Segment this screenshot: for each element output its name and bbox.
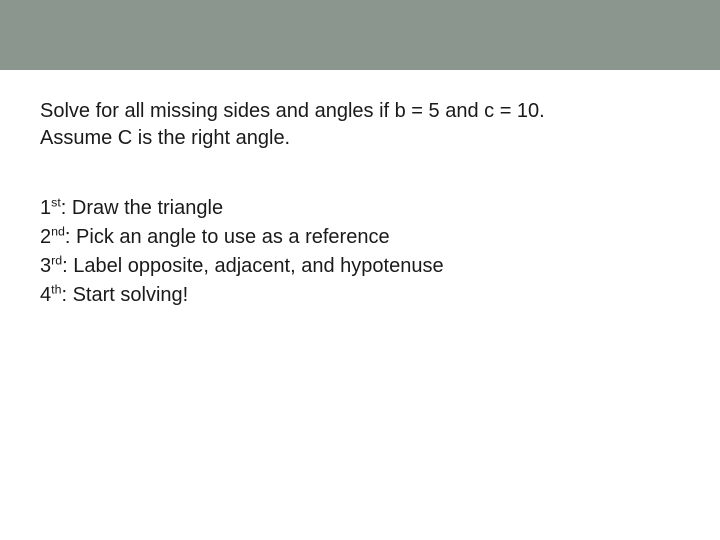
problem-line-2: Assume C is the right angle. xyxy=(40,127,290,149)
step-item: 3rd: Label opposite, adjacent, and hypot… xyxy=(40,252,680,281)
slide-content: Solve for all missing sides and angles i… xyxy=(0,70,720,310)
step-ordinal: 1 xyxy=(40,197,51,219)
step-ordinal-suffix: nd xyxy=(51,224,65,238)
step-text: : Label opposite, adjacent, and hypotenu… xyxy=(62,255,443,277)
step-text: : Start solving! xyxy=(61,284,188,306)
step-ordinal: 4 xyxy=(40,284,51,306)
steps-list: 1st: Draw the triangle 2nd: Pick an angl… xyxy=(40,194,680,310)
step-item: 2nd: Pick an angle to use as a reference xyxy=(40,223,680,252)
header-bar xyxy=(0,0,720,70)
step-text: : Pick an angle to use as a reference xyxy=(65,226,390,248)
step-item: 4th: Start solving! xyxy=(40,281,680,310)
step-ordinal-suffix: rd xyxy=(51,253,62,267)
step-ordinal-suffix: th xyxy=(51,282,61,296)
step-item: 1st: Draw the triangle xyxy=(40,194,680,223)
step-ordinal: 2 xyxy=(40,226,51,248)
step-ordinal-suffix: st xyxy=(51,195,61,209)
step-ordinal: 3 xyxy=(40,255,51,277)
problem-line-1: Solve for all missing sides and angles i… xyxy=(40,100,545,122)
step-text: : Draw the triangle xyxy=(61,197,223,219)
problem-statement: Solve for all missing sides and angles i… xyxy=(40,98,680,152)
